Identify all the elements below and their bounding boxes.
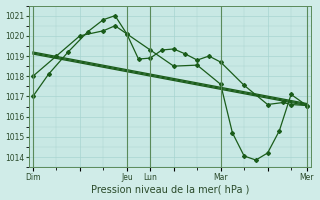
X-axis label: Pression niveau de la mer( hPa ): Pression niveau de la mer( hPa ): [91, 184, 249, 194]
